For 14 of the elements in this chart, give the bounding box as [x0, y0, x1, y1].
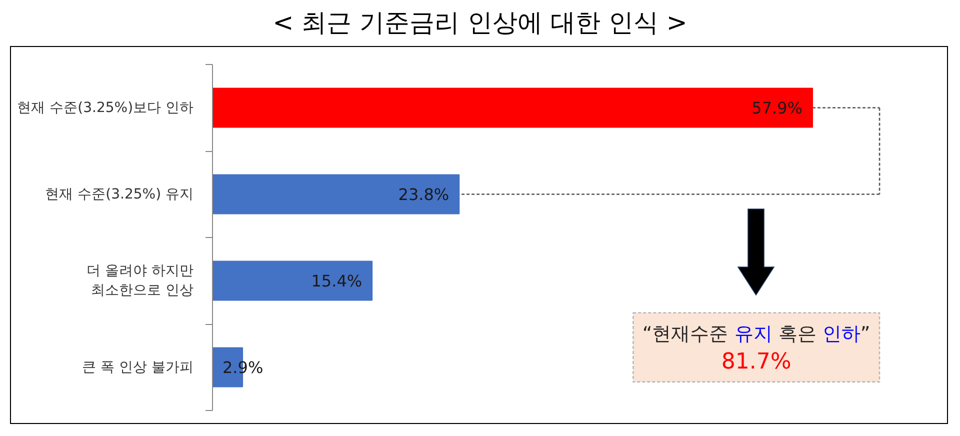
bar — [212, 174, 460, 214]
data-label: 23.8% — [398, 184, 450, 204]
data-label: 15.4% — [311, 271, 362, 290]
y-tick-label: 현재 수준(3.25%)보다 인하 — [17, 100, 194, 116]
annotation: “현재수준 유지 혹은 인하” — [641, 322, 872, 346]
y-tick-label: 현재 수준(3.25%) 유지 — [45, 186, 194, 202]
data-label: 57.9% — [752, 98, 802, 118]
y-tick-label: 큰 폭 인상 불가피 — [82, 359, 194, 376]
chart-title: < 최근 기준금리 인상에 대한 인식 > — [272, 7, 688, 39]
annotation: 81.7% — [721, 350, 792, 375]
bar — [212, 260, 373, 301]
data-label: 2.9% — [222, 358, 264, 377]
bar — [212, 88, 813, 128]
y-tick-label: 더 올려야 하지만 최소한으로 인상 — [86, 263, 194, 298]
